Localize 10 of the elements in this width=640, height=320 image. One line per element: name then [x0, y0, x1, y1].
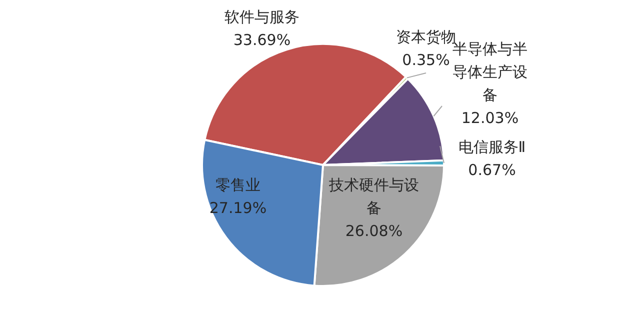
slice-label: 技术硬件与设备: [328, 176, 419, 217]
data-label: 26.08%: [345, 222, 403, 240]
slice-label: 电信服务Ⅱ: [458, 138, 526, 156]
data-label: 0.67%: [468, 161, 516, 179]
data-label: 0.35%: [402, 51, 450, 69]
slice-label: 零售业: [216, 176, 260, 194]
data-label: 27.19%: [209, 199, 267, 217]
data-label: 33.69%: [233, 31, 291, 49]
data-label: 12.03%: [461, 109, 519, 127]
slice-label: 软件与服务: [224, 8, 300, 26]
